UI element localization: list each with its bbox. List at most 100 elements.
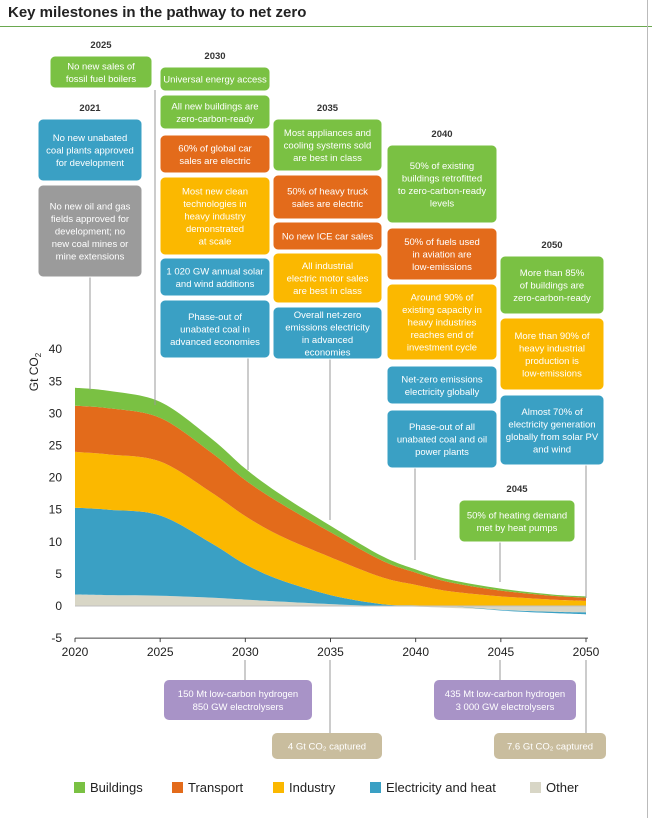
legend-label-buildings: Buildings: [90, 780, 143, 795]
milestone-text: Almost 70% of: [521, 407, 583, 418]
milestone-text: mine extensions: [56, 252, 125, 263]
milestone-text: emissions electricity: [285, 322, 370, 333]
milestone-text: fields approved for: [51, 214, 129, 225]
milestone-text: economies: [305, 347, 351, 358]
bottom-milestone-box: [164, 680, 312, 720]
milestone-text: All industrial: [302, 261, 353, 272]
milestone-text: low-emissions: [522, 368, 582, 379]
milestone-text: existing capacity in: [402, 305, 482, 316]
milestone-text: No new ICE car sales: [282, 232, 374, 243]
milestone-text: Phase-out of all: [409, 422, 475, 433]
bottom-milestone-text: 435 Mt low-carbon hydrogen: [445, 689, 565, 700]
milestone-text: for development: [56, 158, 124, 169]
milestone-text: cooling systems sold: [284, 141, 372, 152]
legend-swatch-other: [530, 782, 541, 793]
bottom-milestone-box: [434, 680, 576, 720]
bottom-milestone-box: [272, 733, 382, 759]
milestone-text: development; no: [55, 227, 125, 238]
milestone-text: All new buildings are: [171, 101, 258, 112]
legend-swatch-buildings: [74, 782, 85, 793]
milestone-text: globally from solar PV: [506, 432, 599, 443]
milestone-box: 2030 Universal energy access: [159, 51, 271, 92]
milestone-text: sales are electric: [292, 199, 364, 210]
title-divider: [0, 26, 652, 27]
milestone-box-bg: [386, 283, 498, 361]
milestone-text: demonstrated: [186, 224, 244, 235]
y-tick-label: 20: [49, 471, 63, 485]
milestone-text: investment cycle: [407, 343, 477, 354]
bottom-milestone-box: [494, 733, 606, 759]
milestone-box: 50% of fuels used in aviation arelow-emis…: [386, 227, 498, 281]
milestone-text: Overall net-zero: [294, 310, 362, 321]
milestone-text: advanced economies: [170, 337, 260, 348]
milestone-text: in aviation are: [412, 250, 471, 261]
milestone-text: at scale: [199, 237, 232, 248]
y-tick-label: 30: [49, 406, 63, 420]
y-tick-label: -5: [51, 631, 62, 645]
milestone-year-label: 2021: [79, 103, 101, 114]
milestone-box-bg: [159, 299, 271, 359]
stacked-areas: [75, 387, 586, 615]
milestone-box-bg: [272, 252, 383, 304]
milestone-text: met by heat pumps: [477, 523, 558, 534]
milestone-text: 50% of existing: [410, 161, 474, 172]
milestone-text: buildings retrofitted: [402, 173, 482, 184]
milestone-text: low-emissions: [412, 262, 472, 273]
milestone-box-bg: [386, 365, 498, 405]
legend-label-transport: Transport: [188, 780, 244, 795]
milestone-text: 60% of global car: [178, 143, 251, 154]
legend-swatch-electricity-and-heat: [370, 782, 381, 793]
milestone-text: electricity generation: [508, 419, 595, 430]
milestone-box-bg: [37, 118, 143, 182]
milestone-box: 2050 More than 85% of buildings arezero-ca…: [499, 240, 605, 315]
milestone-text: heavy industrial: [519, 343, 585, 354]
milestone-year-label: 2050: [541, 240, 562, 251]
legend-label-other: Other: [546, 780, 579, 795]
milestone-text: of buildings are: [520, 281, 584, 292]
milestone-box-bg: [159, 94, 271, 130]
milestone-text: heavy industries: [408, 318, 477, 329]
milestone-text: unabated coal and oil: [397, 435, 487, 446]
milestone-text: new coal mines or: [52, 239, 129, 250]
milestone-box: Phase-out of all unabated coal and oilpow…: [386, 409, 498, 469]
milestone-text: fossil fuel boilers: [66, 74, 136, 85]
y-axis-label: Gt CO2: [27, 352, 43, 391]
x-tick-label: 2025: [147, 645, 174, 659]
bottom-milestone-text: 3 000 GW electrolysers: [456, 702, 555, 713]
milestone-text: in advanced: [302, 335, 353, 346]
milestone-connectors: [89, 90, 587, 598]
milestone-text: are best in class: [293, 286, 362, 297]
bottom-milestones: 150 Mt low-carbon hydrogen 850 GW electro…: [164, 660, 606, 759]
milestone-box-bg: [159, 176, 271, 256]
milestone-text: sales are electric: [179, 156, 251, 167]
milestone-box: 1 020 GW annual solar and wind additions: [159, 257, 271, 297]
milestone-box: 2035 Most appliances and cooling systems s…: [272, 103, 383, 172]
milestone-box: No new ICE car sales: [272, 221, 383, 251]
milestone-box: 2021 No new unabated coal plants approvedf…: [37, 103, 143, 182]
milestone-text: zero-carbon-ready: [513, 293, 591, 304]
milestone-text: electric motor sales: [287, 274, 369, 285]
y-tick-label: 10: [49, 535, 63, 549]
milestone-text: Universal energy access: [163, 75, 267, 86]
milestone-text: Phase-out of: [188, 312, 242, 323]
milestone-box-bg: [272, 174, 383, 220]
milestone-text: Most new clean: [182, 187, 248, 198]
milestone-box: All new buildings are zero-carbon-ready: [159, 94, 271, 130]
area-other: [75, 594, 586, 613]
milestone-text: unabated coal in: [180, 325, 250, 336]
milestone-year-label: 2040: [431, 129, 452, 140]
bottom-milestone-text: 850 GW electrolysers: [193, 702, 284, 713]
milestone-year-label: 2025: [90, 40, 112, 51]
milestone-box-bg: [49, 55, 153, 89]
milestone-box-bg: [499, 317, 605, 391]
milestone-year-label: 2045: [506, 484, 528, 495]
y-tick-label: 0: [55, 599, 62, 613]
